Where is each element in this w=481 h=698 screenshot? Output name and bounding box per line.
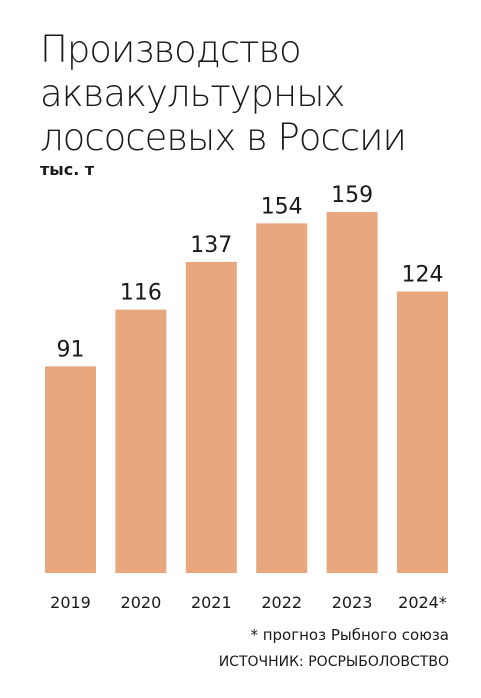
- category-label-2024*: 2024*: [398, 593, 447, 612]
- value-label-2023: 159: [331, 183, 373, 208]
- category-label-2021: 2021: [191, 593, 232, 612]
- bar-2020: [115, 309, 167, 573]
- title-line-1: Производство: [40, 28, 302, 71]
- value-label-2024*: 124: [402, 262, 444, 287]
- unit-label: тыс. т: [40, 160, 95, 179]
- bar-2022: [256, 223, 308, 573]
- chart-title: Производство аквакультурных лососевых в …: [40, 28, 460, 160]
- value-label-2021: 137: [190, 233, 232, 258]
- bar-2023: [326, 212, 378, 573]
- source-credit: ИСТОЧНИК: РОСРЫБОЛОВСТВО: [218, 654, 449, 670]
- value-label-2020: 116: [120, 281, 162, 306]
- category-label-2023: 2023: [332, 593, 373, 612]
- forecast-footnote: * прогноз Рыбного союза: [250, 626, 449, 644]
- category-label-2020: 2020: [121, 593, 162, 612]
- value-label-2019: 91: [57, 337, 85, 362]
- category-label-2019: 2019: [50, 593, 91, 612]
- value-label-2022: 154: [261, 194, 303, 219]
- bar-2019: [45, 366, 96, 573]
- category-label-2022: 2022: [261, 593, 302, 612]
- title-line-3: лососевых в России: [40, 116, 407, 159]
- bar-2024*: [397, 291, 448, 573]
- bar-2021: [185, 261, 237, 573]
- title-line-2: аквакультурных: [40, 72, 345, 115]
